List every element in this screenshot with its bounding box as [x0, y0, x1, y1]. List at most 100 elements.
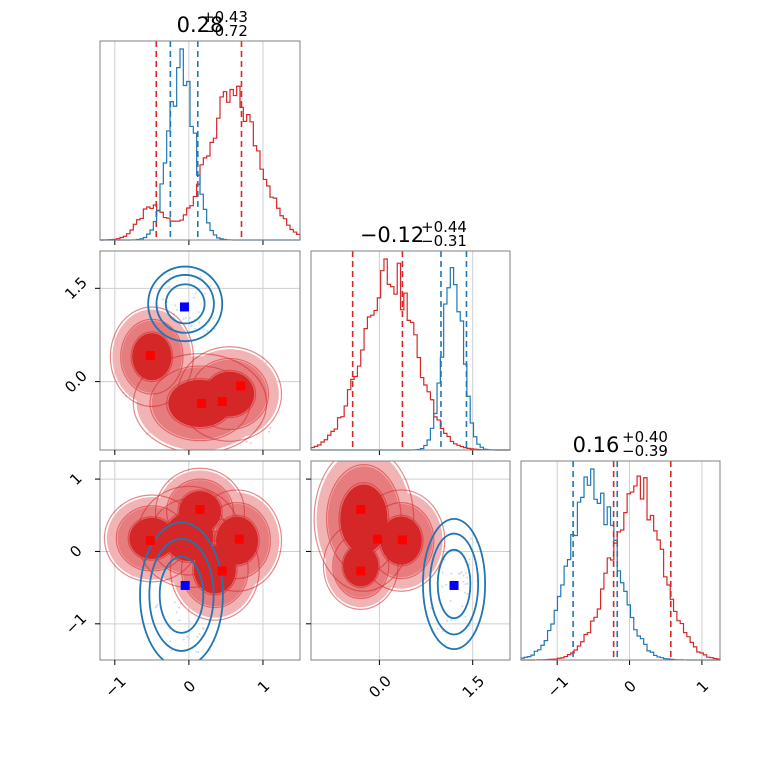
panel-p1-p3-scatter-point	[170, 649, 173, 652]
diag-title-p1: 0.28	[177, 13, 224, 37]
panel-p1-p3-blue-contour	[148, 537, 215, 652]
panel-p1-p2-red-contour-fill	[205, 371, 255, 417]
panel-p1-p2-scatter-point	[245, 440, 248, 443]
xtick-label-p2: 0.0	[365, 672, 395, 702]
panel-p1-p2-blue-marker	[179, 302, 189, 312]
panel-p1-p2-red-contour-line	[130, 331, 174, 383]
panel-p1-p3-scatter-point	[197, 651, 200, 654]
panel-p2-p3-blue-contour	[436, 548, 472, 620]
panel-p1-p2-scatter-point	[199, 275, 202, 278]
panel-p1-p2-red-contour-line	[177, 346, 283, 442]
panel-p1-p2-scatter-point	[189, 317, 192, 320]
panel-p1-p2-red-contour-line	[109, 306, 194, 408]
panel-p1-p2-red-marker	[145, 350, 155, 360]
panel-p1-p2-scatter-point	[148, 431, 151, 434]
panel-p2-p3-red-contour-line	[338, 482, 390, 556]
panel-p1-p2-scatter-point	[209, 284, 212, 287]
panel-p2-p3-scatter-point	[468, 563, 471, 566]
panel-p1-p2-scatter-point	[193, 296, 196, 299]
panel-p2-p3-scatter-point	[457, 572, 460, 575]
diag-p2-hist-red	[310, 258, 511, 451]
panel-p2-p3-blue-marker	[449, 580, 459, 590]
panel-p1-p3-scatter-point	[173, 601, 176, 604]
panel-p2-p3-red-contour-fill	[343, 545, 379, 587]
panel-p2-p3-scatter-point	[429, 607, 432, 610]
xtick-label-p1: 1	[254, 677, 273, 696]
panel-p2-p3-red-marker	[373, 534, 383, 544]
xtick-label-p3: 1	[693, 677, 712, 696]
panel-p2-p3-scatter-point	[441, 630, 444, 633]
panel-p2-p3-scatter-point	[466, 576, 469, 579]
diag-title-p2-value: −0.12	[360, 223, 424, 247]
panel-p1-p2-scatter-point	[182, 318, 185, 321]
diag-p1-hist-red	[99, 85, 301, 241]
panel-p1-p2-scatter-point	[269, 426, 272, 429]
panel-p2-p3-scatter-point	[470, 537, 473, 540]
panel-p1-p2-red-contour-line	[149, 365, 251, 442]
panel-p1-p2-red-marker	[196, 398, 206, 408]
xtick-label-p3: −1	[544, 673, 572, 701]
panel-p1-p3-scatter-point	[188, 637, 191, 640]
panel-p1-p2-scatter-point	[202, 328, 205, 331]
panel-p2-p3-scatter-point	[441, 585, 444, 588]
panel-p1-p3-red-contour-line	[154, 467, 246, 556]
panel-p1-p3-scatter-point	[186, 635, 189, 638]
panel-p2-p3-scatter-point	[466, 592, 469, 595]
panel-p1-p3-blue-contour	[158, 555, 205, 634]
panel-p1-p3-red-marker	[195, 504, 205, 514]
panel-p1-p3-scatter-point	[178, 606, 181, 609]
panel-p1-p2-scatter-point	[194, 292, 197, 295]
panel-p1-p2-density	[109, 265, 283, 450]
panel-p1-p3-red-contour-line	[177, 489, 223, 534]
panel-p2-p3-red-contour-line	[332, 532, 390, 600]
diag-title-p3-sup: +0.40	[622, 428, 668, 446]
panel-p1-p2-blue-contour	[164, 283, 206, 325]
panel-p1-p2-frame	[99, 250, 301, 451]
diag-title-p2-sup: +0.44	[421, 218, 467, 236]
panel-p1-p3-scatter-point	[195, 650, 198, 653]
panel-p1-p2-scatter-point	[213, 328, 216, 331]
panel-p2-p3-frame	[310, 460, 511, 661]
diag-p1-panel	[99, 40, 301, 245]
panel-p1-p2-scatter-point	[168, 286, 171, 289]
panel-p2-p3-scatter-point	[445, 583, 448, 586]
diag-p2-panel	[310, 250, 511, 455]
diag-title-p1-sub: −0.72	[202, 22, 248, 40]
diag-title-p1-sup: +0.43	[202, 8, 248, 26]
diag-p1-hist-blue	[100, 48, 300, 241]
panel-p1-p2-blue-contour	[155, 274, 215, 334]
panel-p1-p2-scatter-point	[184, 316, 187, 319]
panel-p1-p2-scatter-point	[166, 300, 169, 303]
panel-p1-p3-scatter-point	[198, 632, 201, 635]
ytick-label-p3: 0	[66, 542, 85, 561]
panel-p1-p2-red-marker	[236, 381, 246, 391]
ytick-label-p3: 1	[66, 469, 85, 488]
panel-p2-p3-scatter-point	[450, 572, 453, 575]
diag-p1-frame	[99, 40, 301, 241]
panel-p1-p2-scatter-point	[193, 327, 196, 330]
panel-p1-p2-scatter-point	[161, 298, 164, 301]
panel-p2-p3	[306, 460, 511, 665]
panel-p2-p3-scatter-point	[464, 583, 467, 586]
diag-p2-frame	[310, 250, 511, 451]
panel-p1-p3-red-contour-line	[103, 494, 200, 583]
panel-p2-p3-blue-contour	[422, 517, 487, 651]
panel-p2-p3-scatter-point	[446, 619, 449, 622]
panel-p2-p3-red-marker	[356, 504, 366, 514]
panel-p1-p3-scatter-point	[155, 605, 158, 608]
diag-title-p3: 0.16	[573, 433, 620, 457]
panel-p1-p2-scatter-point	[197, 311, 200, 314]
panel-p1-p2	[95, 250, 301, 455]
panel-p1-p2-scatter-point	[265, 361, 268, 364]
panel-p2-p3-scatter-point	[468, 624, 471, 627]
panel-p1-p2-scatter-point	[189, 325, 192, 328]
panel-p2-p3-scatter-point	[461, 605, 464, 608]
panel-p2-p3-red-marker	[356, 566, 366, 576]
panel-p1-p2-red-contour-line	[203, 369, 257, 419]
panel-p1-p3-red-contour-line	[127, 516, 177, 561]
panel-p2-p3-scatter-point	[443, 558, 446, 561]
panel-p2-p3-scatter-point	[468, 558, 471, 561]
ytick-label-p2: 1.5	[61, 274, 91, 304]
xtick-label-p3: 0	[621, 677, 640, 696]
